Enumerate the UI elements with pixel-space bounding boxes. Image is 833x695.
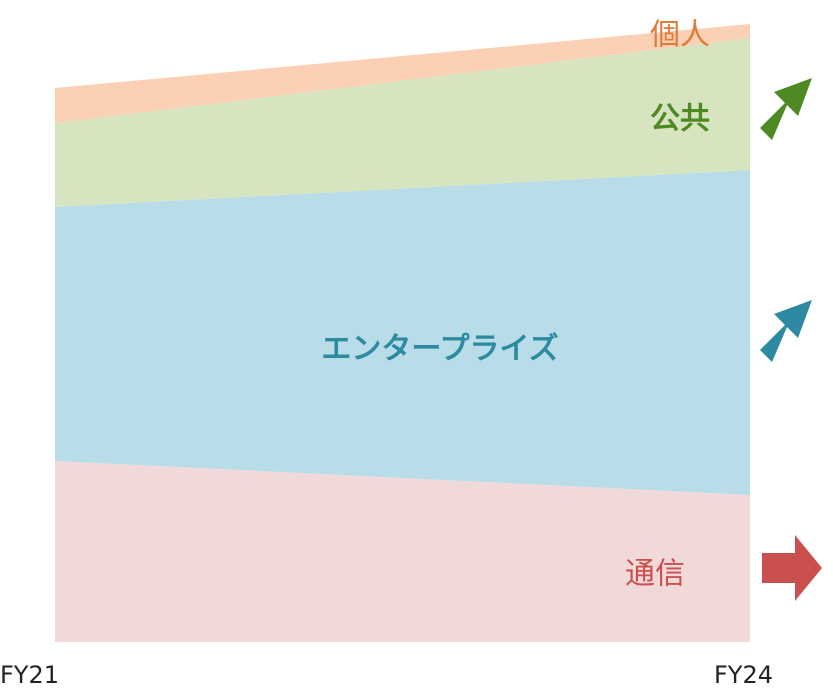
areas [55, 24, 750, 642]
series-label: エンタープライズ [321, 332, 558, 367]
area [55, 24, 750, 123]
trend-arrow-up [760, 78, 812, 140]
series-label: 公共 [650, 102, 710, 137]
area [55, 461, 750, 642]
trend-arrow-right [762, 535, 822, 601]
x-tick-label: FY21 [0, 661, 59, 689]
x-tick-label: FY24 [714, 661, 773, 689]
series-label: 個人 [650, 18, 710, 53]
area [55, 38, 750, 207]
area [55, 170, 750, 495]
trend-arrow-up [760, 300, 812, 362]
series-label: 通信 [625, 557, 685, 592]
